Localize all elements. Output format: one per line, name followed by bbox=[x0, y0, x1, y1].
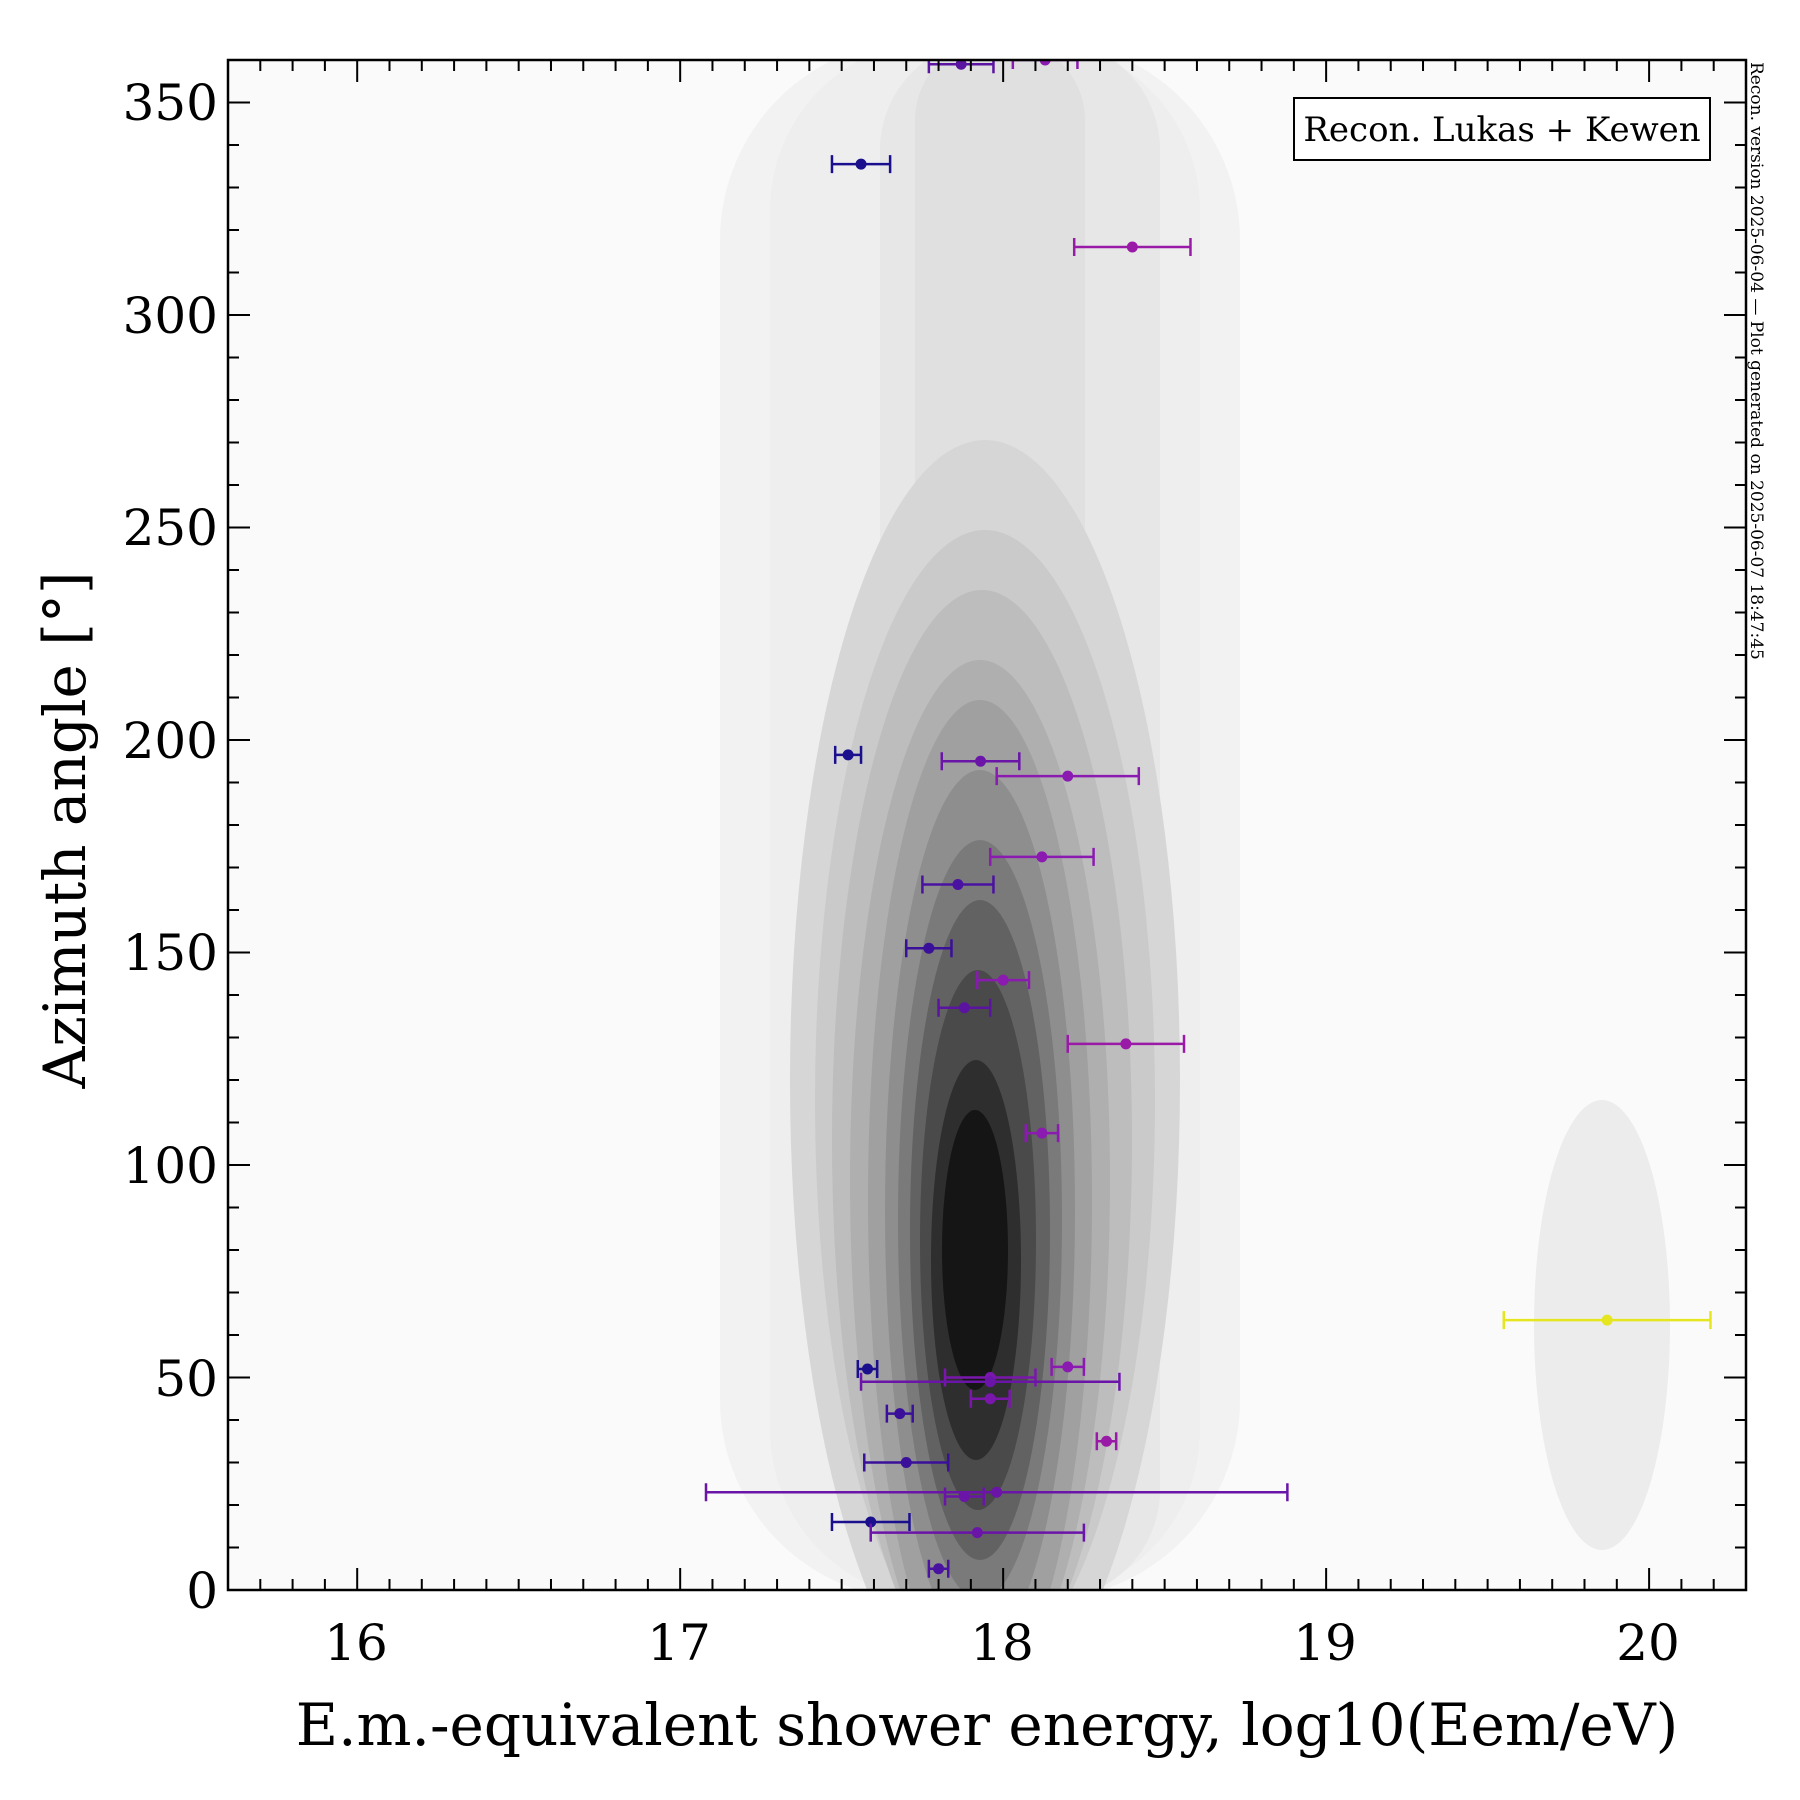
data-point bbox=[927, 60, 995, 74]
contour-band-15 bbox=[942, 1110, 1008, 1390]
density-contours bbox=[720, 60, 1670, 1590]
x-tick-labels: 16 17 18 19 20 bbox=[324, 1614, 1680, 1672]
point-marker bbox=[958, 1491, 970, 1502]
point-marker bbox=[997, 974, 1009, 986]
x-tick-label: 17 bbox=[647, 1614, 711, 1672]
data-point bbox=[940, 752, 1021, 771]
y-tick-label: 100 bbox=[123, 1137, 218, 1195]
data-point bbox=[969, 1389, 1011, 1408]
data-points bbox=[704, 60, 1712, 1578]
data-point bbox=[1095, 1432, 1118, 1451]
x-tick-label: 16 bbox=[324, 1614, 388, 1672]
point-marker bbox=[984, 1376, 996, 1388]
legend-box bbox=[1293, 97, 1711, 161]
data-point bbox=[1050, 1357, 1086, 1376]
data-point bbox=[830, 155, 892, 174]
side-note: Recon. version 2025-06-04 — Plot generat… bbox=[1746, 62, 1766, 660]
point-marker bbox=[861, 1363, 873, 1375]
point-marker bbox=[1062, 1361, 1074, 1373]
data-point bbox=[859, 1372, 1121, 1391]
x-tick-label: 19 bbox=[1293, 1614, 1357, 1672]
y-axis-title: Azimuth angle [°] bbox=[31, 571, 99, 1089]
data-point bbox=[869, 1523, 1086, 1542]
point-marker bbox=[1101, 1435, 1113, 1447]
legend: Recon. Lukas + Kewen bbox=[1293, 97, 1711, 161]
point-marker bbox=[1601, 1314, 1613, 1326]
data-point bbox=[830, 1513, 911, 1531]
point-marker bbox=[894, 1408, 906, 1420]
data-point bbox=[976, 971, 1031, 990]
point-marker bbox=[842, 749, 854, 761]
point-marker bbox=[923, 942, 935, 954]
point-marker bbox=[955, 60, 967, 70]
y-tick-label: 200 bbox=[123, 712, 218, 770]
point-marker bbox=[971, 1527, 983, 1539]
axis-ticks bbox=[228, 59, 1747, 1591]
x-axis-title: E.m.-equivalent shower energy, log10(Eem… bbox=[296, 1691, 1679, 1759]
point-marker bbox=[1126, 241, 1138, 253]
data-point bbox=[943, 1487, 986, 1506]
legend-label: Recon. Lukas + Kewen bbox=[1303, 110, 1700, 150]
data-point bbox=[927, 1559, 950, 1578]
data-point bbox=[921, 875, 995, 894]
data-point bbox=[704, 1483, 1289, 1502]
point-marker bbox=[1036, 1127, 1048, 1139]
y-tick-label: 0 bbox=[186, 1562, 218, 1620]
data-point bbox=[856, 1360, 879, 1378]
data-point bbox=[885, 1404, 914, 1423]
data-point bbox=[1502, 1311, 1712, 1330]
y-tick-labels: 0 50 100 150 200 250 300 350 bbox=[123, 74, 218, 1620]
x-tick-label: 20 bbox=[1616, 1614, 1680, 1672]
point-marker bbox=[975, 755, 987, 767]
data-point bbox=[937, 998, 992, 1017]
point-marker bbox=[1036, 851, 1048, 863]
data-point bbox=[988, 847, 1095, 866]
data-point bbox=[1011, 60, 1079, 69]
point-marker bbox=[958, 1002, 970, 1014]
data-point bbox=[995, 767, 1141, 786]
data-point bbox=[1072, 238, 1192, 256]
y-tick-label: 150 bbox=[123, 924, 218, 982]
data-point bbox=[905, 939, 953, 958]
point-marker bbox=[933, 1563, 945, 1575]
y-tick-label: 350 bbox=[123, 74, 218, 132]
data-point bbox=[1066, 1034, 1186, 1053]
y-tick-label: 50 bbox=[154, 1350, 218, 1408]
point-marker bbox=[984, 1393, 996, 1405]
point-marker bbox=[1039, 60, 1051, 66]
point-marker bbox=[855, 158, 867, 170]
data-point bbox=[863, 1453, 950, 1472]
point-marker bbox=[900, 1457, 912, 1468]
point-marker bbox=[991, 1486, 1003, 1498]
point-marker bbox=[1062, 770, 1074, 782]
secondary-density-blob bbox=[1534, 1100, 1670, 1550]
point-marker bbox=[865, 1516, 877, 1528]
y-tick-label: 300 bbox=[123, 287, 218, 345]
x-tick-label: 18 bbox=[970, 1614, 1034, 1672]
point-marker bbox=[952, 879, 964, 890]
data-point bbox=[1024, 1124, 1060, 1143]
y-tick-label: 250 bbox=[123, 499, 218, 557]
data-point bbox=[833, 745, 863, 764]
point-marker bbox=[1120, 1038, 1132, 1050]
